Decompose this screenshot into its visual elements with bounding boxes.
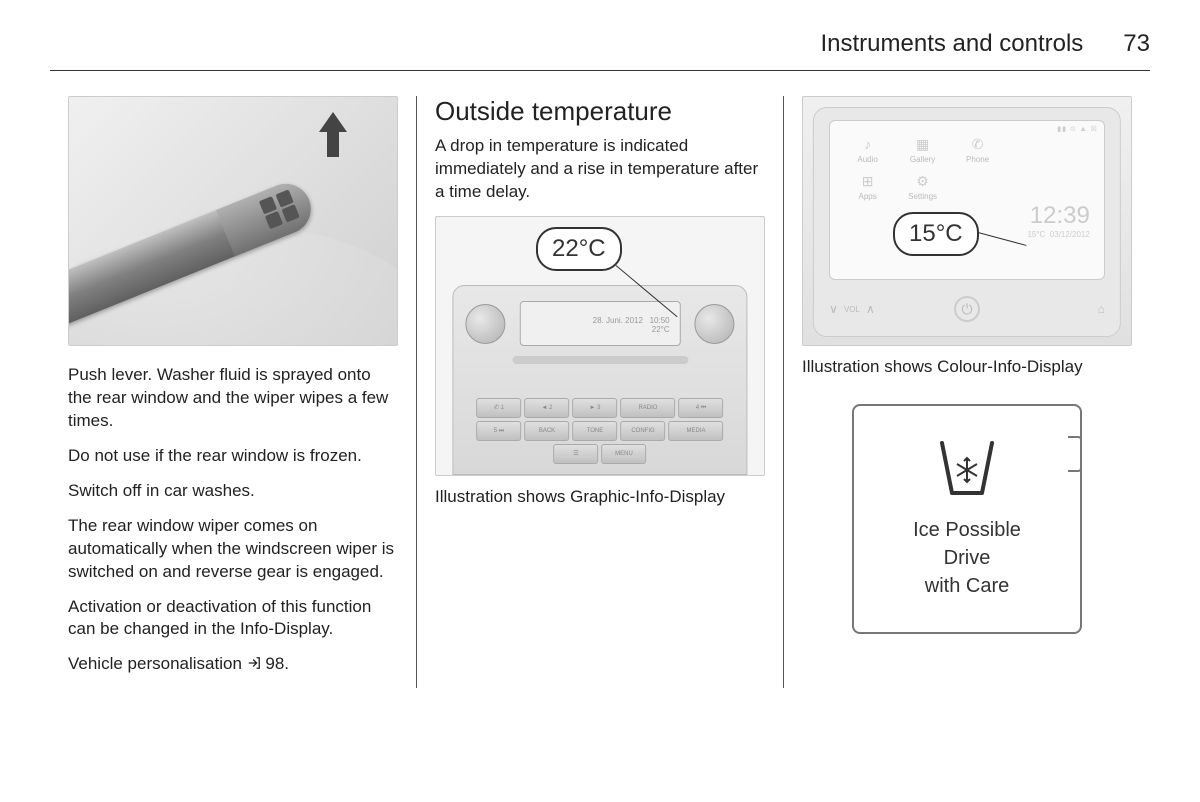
radio-btn: ► 3 <box>572 398 617 418</box>
status-bar-icons: ▮▮ ⊙ ▲ ☒ <box>1057 125 1098 133</box>
temperature-callout: 15°C <box>893 212 979 256</box>
illustration-caption: Illustration shows Graphic-Info-Display <box>435 486 765 509</box>
warning-line-2: Drive <box>913 544 1021 572</box>
gallery-app-icon: ▦Gallery <box>895 131 950 168</box>
clock-date: 15°C 03/12/2012 <box>1027 230 1089 239</box>
radio-btn: MENU <box>601 444 646 464</box>
arrow-stem <box>327 132 339 157</box>
crossref-icon <box>247 656 261 670</box>
warning-message: Ice Possible Drive with Care <box>913 516 1021 600</box>
radio-btn: ☰ <box>553 444 598 464</box>
radio-btn: TONE <box>572 421 617 441</box>
home-button-icon: ⌂ <box>1098 302 1105 316</box>
manual-page: Instruments and controls 73 Push le <box>0 0 1200 802</box>
wiper-lever-illustration <box>68 96 398 346</box>
illustration-caption: Illustration shows Colour-Info-Display <box>802 356 1132 379</box>
column-2: Outside temperature A drop in temperatur… <box>416 96 784 688</box>
warning-line-3: with Care <box>913 572 1021 600</box>
apps-app-icon: ⊞Apps <box>840 168 895 205</box>
settings-app-icon: ⚙Settings <box>895 168 950 205</box>
radio-button-row: ✆ 1 ◄ 2 ► 3 RADIO 4 ⏮ 5 ⏭ BACK TONE CONF… <box>461 398 740 464</box>
warning-line-1: Ice Possible <box>913 516 1021 544</box>
para-5: Activation or deactivation of this funct… <box>68 596 398 642</box>
section-heading: Outside temperature <box>435 96 765 127</box>
intro-para: A drop in temperature is indicated immed… <box>435 135 765 204</box>
audio-app-icon: ♪Audio <box>840 131 895 168</box>
content-columns: Push lever. Washer fluid is sprayed onto… <box>50 96 1150 688</box>
radio-date: 28. Juni. 2012 <box>593 316 643 325</box>
touch-button-bar: ∨VOL∧ ⏻ ⌂ <box>829 294 1105 324</box>
crossref: Vehicle personalisation 98. <box>68 653 398 676</box>
volume-controls: ∨VOL∧ <box>829 302 875 316</box>
clock-widget: 12:39 15°C 03/12/2012 <box>1027 202 1089 239</box>
graphic-info-display-illustration: 22°C 28. Juni. 2012 10:50 22°C ✆ 1 ◄ 2 ►… <box>435 216 765 476</box>
radio-lcd: 28. Juni. 2012 10:50 22°C <box>519 301 680 346</box>
cd-slot <box>512 356 688 364</box>
chapter-title: Instruments and controls <box>821 30 1084 58</box>
push-arrow-icon <box>319 112 347 132</box>
para-4: The rear window wiper comes on automatic… <box>68 515 398 584</box>
column-3: ▮▮ ⊙ ▲ ☒ ♪Audio ▦Gallery ✆Phone ⊞Apps ⚙S… <box>784 96 1150 688</box>
crossref-page: 98. <box>265 654 289 673</box>
page-number: 73 <box>1123 30 1150 58</box>
radio-knob-left <box>465 304 505 344</box>
radio-unit: 28. Juni. 2012 10:50 22°C ✆ 1 ◄ 2 ► 3 RA… <box>452 285 747 475</box>
radio-btn: MEDIA <box>668 421 723 441</box>
touchscreen: ▮▮ ⊙ ▲ ☒ ♪Audio ▦Gallery ✆Phone ⊞Apps ⚙S… <box>829 120 1105 280</box>
radio-knob-right <box>695 304 735 344</box>
radio-temp: 22°C <box>652 325 670 334</box>
temperature-callout: 22°C <box>536 227 622 271</box>
radio-btn: 5 ⏭ <box>476 421 521 441</box>
popup-tab <box>1068 436 1082 472</box>
clock-time: 12:39 <box>1027 202 1089 230</box>
para-3: Switch off in car washes. <box>68 480 398 503</box>
colour-info-display-illustration: ▮▮ ⊙ ▲ ☒ ♪Audio ▦Gallery ✆Phone ⊞Apps ⚙S… <box>802 96 1132 346</box>
radio-time: 10:50 <box>650 316 670 325</box>
phone-app-icon: ✆Phone <box>950 131 1005 168</box>
ice-road-warning-icon <box>932 438 1002 498</box>
para-2: Do not use if the rear window is frozen. <box>68 445 398 468</box>
home-icon-grid: ♪Audio ▦Gallery ✆Phone ⊞Apps ⚙Settings <box>840 131 1005 205</box>
radio-btn: 4 ⏮ <box>678 398 723 418</box>
para-1: Push lever. Washer fluid is sprayed onto… <box>68 364 398 433</box>
radio-btn: ✆ 1 <box>476 398 521 418</box>
lever-wiper-icons <box>259 189 300 229</box>
ice-warning-popup: Ice Possible Drive with Care <box>852 404 1082 634</box>
column-1: Push lever. Washer fluid is sprayed onto… <box>50 96 416 688</box>
radio-btn: CONFIG <box>620 421 665 441</box>
radio-btn: RADIO <box>620 398 675 418</box>
crossref-text: Vehicle personalisation <box>68 654 247 673</box>
power-button-icon: ⏻ <box>954 296 980 322</box>
page-header: Instruments and controls 73 <box>50 30 1150 71</box>
radio-btn: ◄ 2 <box>524 398 569 418</box>
radio-btn: BACK <box>524 421 569 441</box>
